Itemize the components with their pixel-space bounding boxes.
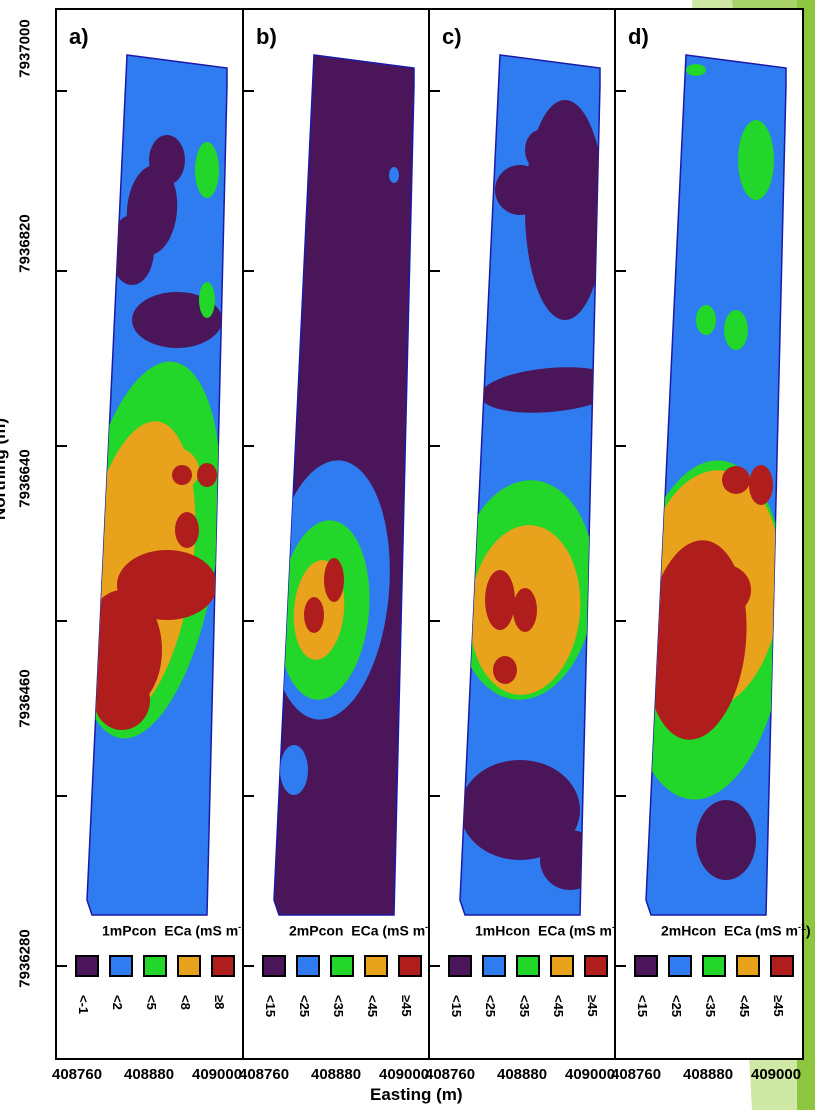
x-tick-label: 409000 [751,1066,801,1083]
x-tick-label: 408760 [52,1066,102,1083]
y-tick-label: 7936820 [17,204,34,284]
panel-label: a) [69,24,89,50]
legend-swatch [516,955,540,977]
legend-label: <35 [331,995,346,1017]
layer-name: 2mPcon [289,923,343,939]
x-tick-label: 409000 [192,1066,242,1083]
ec-map [616,10,806,940]
legend-label: ≥8 [212,995,227,1009]
legend-label: ≥45 [399,995,414,1017]
legend-swatch [584,955,608,977]
unit-sup: -1 [798,922,806,932]
legend-label: <8 [178,995,193,1010]
legend-title: 1mHcon ECa (mS m-1) [475,922,625,939]
ec-map [244,10,434,940]
x-axis-title: Easting (m) [370,1085,463,1105]
legend-swatch [75,955,99,977]
legend-title: 2mPcon ECa (mS m-1) [289,922,438,939]
unit-label: ECa (mS m [538,923,612,939]
map-panel-2mHcon: d) 2mHcon ECa (mS m-1) <15 <25 <35 <45 ≥45 [614,8,804,1060]
legend-label: <-1 [76,995,91,1014]
axis-tick [57,965,67,967]
unit-label: ECa (mS m [164,923,238,939]
legend-label: ≥45 [585,995,600,1017]
x-tick-label: 409000 [565,1066,615,1083]
legend-label: <25 [297,995,312,1017]
layer-name: 1mPcon [102,923,156,939]
unit-label: ECa (mS m [724,923,798,939]
legend-label: <25 [483,995,498,1017]
ec-map [57,10,247,940]
x-tick-label: 408880 [311,1066,361,1083]
legend-label: <35 [517,995,532,1017]
legend-swatch [109,955,133,977]
legend-label: <45 [737,995,752,1017]
legend-label: <45 [365,995,380,1017]
legend-swatch [550,955,574,977]
legend-swatch [448,955,472,977]
legend-title: 1mPcon ECa (mS m-1) [102,922,251,939]
axis-tick [616,965,626,967]
map-panel-1mPcon: a) 1mPcon ECa (mS m-1) <-1 <2 <5 <8 ≥8 [55,8,245,1060]
unit-close: ) [806,923,811,939]
legend-swatch [668,955,692,977]
legend-swatch [702,955,726,977]
legend-label: <15 [635,995,650,1017]
x-tick-label: 408880 [497,1066,547,1083]
x-tick-label: 408880 [683,1066,733,1083]
y-tick-label: 7936640 [17,439,34,519]
legend-label: <2 [110,995,125,1010]
map-panel-1mHcon: c) 1mHcon ECa (mS m-1) <15 <25 <35 <45 ≥45 [428,8,618,1060]
panel-label: c) [442,24,462,50]
legend-swatch [177,955,201,977]
layer-name: 1mHcon [475,923,530,939]
x-tick-label: 408760 [239,1066,289,1083]
legend-swatch [364,955,388,977]
legend-label: <5 [144,995,159,1010]
legend-swatch [211,955,235,977]
axis-tick [244,965,254,967]
legend-swatch [143,955,167,977]
panel-label: d) [628,24,649,50]
legend-label: <15 [263,995,278,1017]
legend-swatch [330,955,354,977]
map-panel-2mPcon: b) 2mPcon ECa (mS m-1) <15 <25 <35 <45 ≥45 [242,8,432,1060]
y-tick-label: 7937000 [17,9,34,89]
legend-swatch [296,955,320,977]
legend-swatch [770,955,794,977]
x-tick-label: 408880 [124,1066,174,1083]
legend-swatch [634,955,658,977]
y-tick-label: 7936460 [17,659,34,739]
x-tick-label: 408760 [611,1066,661,1083]
x-tick-label: 408760 [425,1066,475,1083]
y-axis-title: Northing (m) [0,418,10,520]
legend-label: <25 [669,995,684,1017]
legend-swatch [398,955,422,977]
panel-label: b) [256,24,277,50]
ec-map [430,10,620,940]
axis-tick [430,965,440,967]
legend-swatch [262,955,286,977]
legend-title: 2mHcon ECa (mS m-1) [661,922,811,939]
legend-label: <15 [449,995,464,1017]
legend-swatch [482,955,506,977]
legend-label: ≥45 [771,995,786,1017]
unit-label: ECa (mS m [351,923,425,939]
legend-label: <35 [703,995,718,1017]
layer-name: 2mHcon [661,923,716,939]
y-tick-label: 7936280 [17,919,34,999]
legend-swatch [736,955,760,977]
legend-label: <45 [551,995,566,1017]
x-tick-label: 409000 [379,1066,429,1083]
